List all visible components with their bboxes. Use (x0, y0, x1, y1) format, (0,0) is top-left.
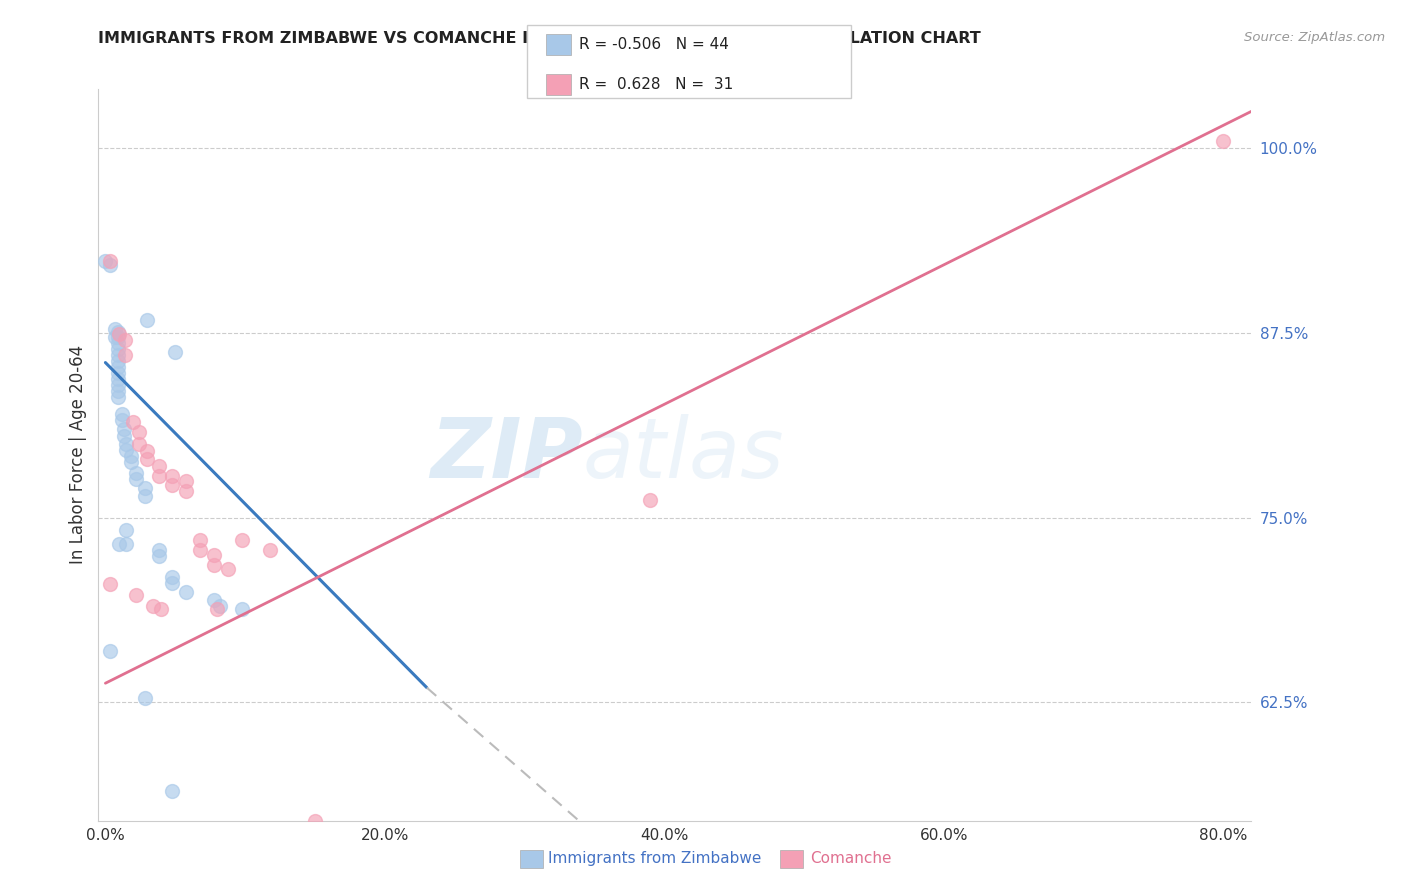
Point (107, 325, 129, 339)
Point (162, 784, 184, 798)
Point (112, 429, 135, 443)
Point (136, 312, 159, 326)
Point (134, 691, 156, 706)
Point (217, 562, 239, 576)
Text: atlas: atlas (582, 415, 785, 495)
Point (304, 814, 326, 828)
Point (108, 537, 131, 551)
Text: ZIP: ZIP (430, 415, 582, 495)
Point (190, 543, 212, 558)
Point (98, 643, 121, 657)
Point (120, 454, 142, 468)
Point (104, 330, 127, 344)
Point (114, 334, 136, 348)
Point (115, 537, 138, 551)
Point (98, 577, 121, 591)
Point (111, 407, 134, 421)
Point (112, 422, 135, 436)
Point (148, 469, 170, 483)
Point (150, 602, 173, 616)
Point (128, 437, 150, 451)
Point (162, 570, 184, 584)
Point (176, 474, 198, 488)
Point (125, 588, 148, 602)
Point (107, 366, 129, 380)
Point (148, 543, 170, 558)
Point (259, 543, 281, 558)
Point (125, 467, 148, 481)
Point (128, 425, 150, 439)
Point (165, 345, 187, 359)
Point (162, 575, 184, 590)
Text: Comanche: Comanche (810, 852, 891, 866)
Text: R =  0.628   N =  31: R = 0.628 N = 31 (579, 78, 734, 92)
Point (136, 444, 159, 458)
Point (107, 384, 129, 398)
Point (107, 354, 129, 368)
Point (134, 481, 156, 495)
Point (1212, 134, 1234, 148)
Point (148, 549, 170, 563)
Point (98, 253, 121, 268)
Point (98, 258, 121, 272)
Point (148, 458, 170, 473)
Point (176, 584, 198, 599)
Point (202, 548, 225, 562)
Text: Immigrants from Zimbabwe: Immigrants from Zimbabwe (548, 852, 762, 866)
Point (202, 593, 225, 607)
Point (114, 348, 136, 362)
Point (108, 327, 131, 342)
Point (136, 451, 159, 466)
Point (107, 336, 129, 351)
Point (231, 533, 253, 547)
Point (107, 372, 129, 386)
Point (107, 330, 129, 344)
Point (115, 442, 138, 457)
Point (120, 449, 142, 463)
Point (115, 523, 138, 537)
Point (162, 469, 184, 483)
Point (142, 599, 165, 614)
Point (202, 558, 225, 572)
Point (208, 599, 231, 614)
Point (122, 415, 145, 429)
Point (640, 493, 662, 508)
Point (94, 253, 117, 268)
Point (107, 343, 129, 357)
Text: R = -0.506   N = 44: R = -0.506 N = 44 (579, 37, 730, 52)
Point (107, 377, 129, 392)
Point (107, 359, 129, 374)
Point (231, 602, 253, 616)
Point (115, 437, 138, 451)
Point (107, 390, 129, 404)
Text: Source: ZipAtlas.com: Source: ZipAtlas.com (1244, 31, 1385, 45)
Point (162, 478, 184, 492)
Point (125, 472, 148, 486)
Point (104, 321, 127, 335)
Point (134, 489, 156, 503)
Point (190, 533, 212, 547)
Point (111, 413, 134, 427)
Point (205, 602, 228, 616)
Text: IMMIGRANTS FROM ZIMBABWE VS COMANCHE IN LABOR FORCE | AGE 20-64 CORRELATION CHAR: IMMIGRANTS FROM ZIMBABWE VS COMANCHE IN … (98, 31, 981, 47)
Y-axis label: In Labor Force | Age 20-64: In Labor Force | Age 20-64 (69, 345, 87, 565)
Point (176, 484, 198, 499)
Point (107, 348, 129, 362)
